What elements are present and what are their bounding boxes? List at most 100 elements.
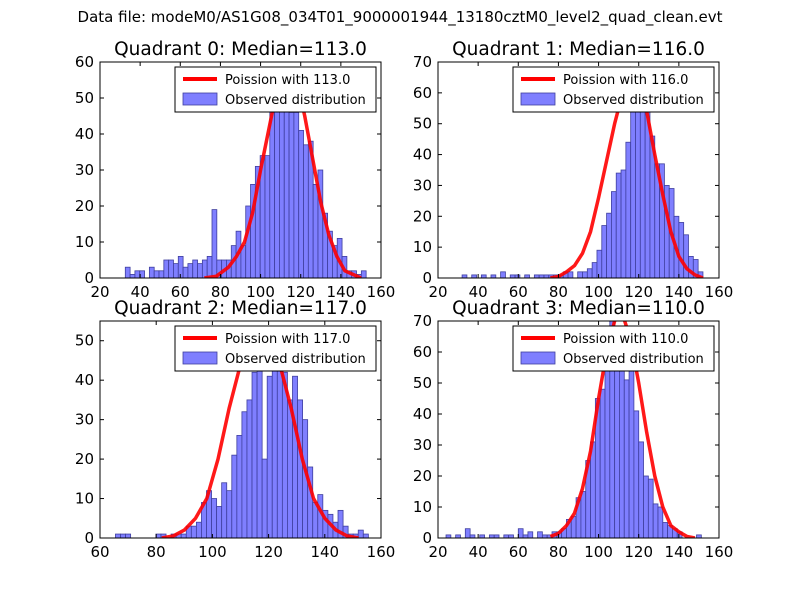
y-tick-label: 60 [413, 84, 432, 102]
histogram-bar [652, 503, 659, 538]
y-tick-label: 10 [413, 238, 432, 256]
y-tick-label: 40 [75, 371, 94, 389]
histogram-bar [633, 410, 640, 538]
histogram-bar [115, 533, 121, 538]
histogram-bars [461, 80, 704, 278]
histogram-bar [591, 262, 598, 278]
x-tick-label: 120 [624, 283, 653, 301]
y-tick-label: 0 [84, 269, 94, 287]
legend: Poission with 113.0 Observed distribution [174, 66, 377, 113]
histogram-bar [469, 534, 476, 538]
histogram-bar [577, 271, 583, 278]
histogram-bar [192, 259, 198, 278]
histogram-bar [461, 274, 468, 278]
y-tick-label: 50 [413, 115, 432, 133]
x-tick-label: 60 [90, 543, 109, 561]
histogram-bar [537, 531, 543, 538]
legend-hist-label: Observed distribution [225, 93, 366, 108]
x-tick-label: 120 [286, 283, 315, 301]
x-tick-label: 140 [665, 543, 694, 561]
x-tick-label: 40 [469, 543, 488, 561]
histogram-bar [490, 274, 497, 278]
x-tick-label: 20 [90, 283, 109, 301]
histogram-bar [266, 375, 273, 538]
histogram-bars [445, 321, 702, 538]
histogram-bar [211, 209, 218, 278]
histogram-bar [493, 534, 500, 538]
x-tick-label: 140 [665, 283, 694, 301]
histogram-bar [180, 533, 187, 538]
y-tick-label: 30 [75, 411, 94, 429]
histogram-bar [190, 525, 197, 538]
x-tick-label: 20 [428, 283, 447, 301]
y-tick-label: 0 [422, 529, 432, 547]
histogram-bar [256, 356, 263, 538]
histogram-bar [596, 249, 603, 278]
histogram-bar [303, 144, 309, 278]
figure-suptitle: Data file: modeM0/AS1G08_034T01_90000019… [77, 8, 723, 26]
histogram-bar [479, 534, 485, 538]
histogram-bar [274, 101, 280, 278]
legend-hist-swatch [520, 92, 556, 106]
y-tick-label: 10 [75, 233, 94, 251]
histogram-bar [464, 528, 471, 538]
y-tick-label: 10 [413, 498, 432, 516]
y-tick-label: 50 [75, 332, 94, 350]
x-tick-label: 40 [131, 283, 150, 301]
histogram-bar [197, 263, 203, 278]
histogram-bar [182, 266, 189, 278]
histogram-bar [337, 509, 344, 538]
histogram-bar [163, 259, 170, 278]
histogram-bar [604, 342, 611, 538]
x-tick-label: 100 [584, 543, 613, 561]
poisson-curve [549, 321, 696, 538]
legend-hist-swatch [182, 92, 218, 106]
panel-title: Quadrant 0: Median=113.0 [114, 39, 367, 60]
histogram-bar [362, 533, 369, 538]
x-tick-label: 120 [254, 543, 283, 561]
x-tick-label: 160 [367, 283, 396, 301]
histogram-bar [251, 371, 258, 538]
histogram-bar [187, 263, 194, 278]
legend-poisson-label: Poission with 113.0 [225, 73, 350, 88]
histogram-bar [357, 529, 364, 538]
x-tick-label: 160 [705, 283, 734, 301]
histogram-bar [206, 255, 213, 278]
panel-quadrant-3: 20 40 60 80 100 120 140 160 0 10 20 30 40 50 60 70 Quadr… [413, 298, 733, 561]
y-tick-label: 20 [413, 467, 432, 485]
histogram-bar [120, 533, 126, 538]
histogram-bar [297, 399, 304, 538]
legend-poisson-label: Poission with 116.0 [563, 73, 688, 88]
histogram-bar [201, 259, 208, 278]
histogram-bar [158, 270, 165, 278]
histogram-bar [599, 388, 606, 538]
panel-quadrant-1: 20 40 60 80 100 120 140 160 0 10 20 30 40 50 60 70 Quadr… [413, 39, 733, 301]
legend-hist-label: Observed distribution [563, 352, 704, 367]
y-tick-label: 30 [75, 161, 94, 179]
panel-title: Quadrant 1: Median=116.0 [452, 39, 705, 60]
histogram-bar [662, 522, 669, 538]
histogram-bar [630, 107, 636, 278]
x-tick-label: 160 [367, 543, 396, 561]
y-tick-label: 0 [84, 529, 94, 547]
x-tick-label: 80 [549, 543, 568, 561]
histogram-bar [211, 498, 218, 538]
y-tick-label: 40 [413, 405, 432, 423]
y-tick-label: 60 [413, 343, 432, 361]
x-tick-label: 20 [428, 543, 447, 561]
y-tick-label: 30 [413, 176, 432, 194]
legend: Poission with 110.0 Observed distribution [512, 325, 715, 372]
legend-hist-swatch [182, 351, 218, 365]
x-tick-label: 100 [584, 283, 613, 301]
x-tick-label: 80 [549, 283, 568, 301]
histogram-bar [696, 534, 702, 538]
y-tick-label: 20 [413, 207, 432, 225]
y-tick-label: 60 [75, 53, 94, 71]
histogram-bar [312, 183, 319, 278]
x-tick-label: 160 [705, 543, 734, 561]
y-tick-label: 20 [75, 197, 94, 215]
histogram-bar [221, 482, 228, 538]
histogram-bar [445, 534, 452, 538]
